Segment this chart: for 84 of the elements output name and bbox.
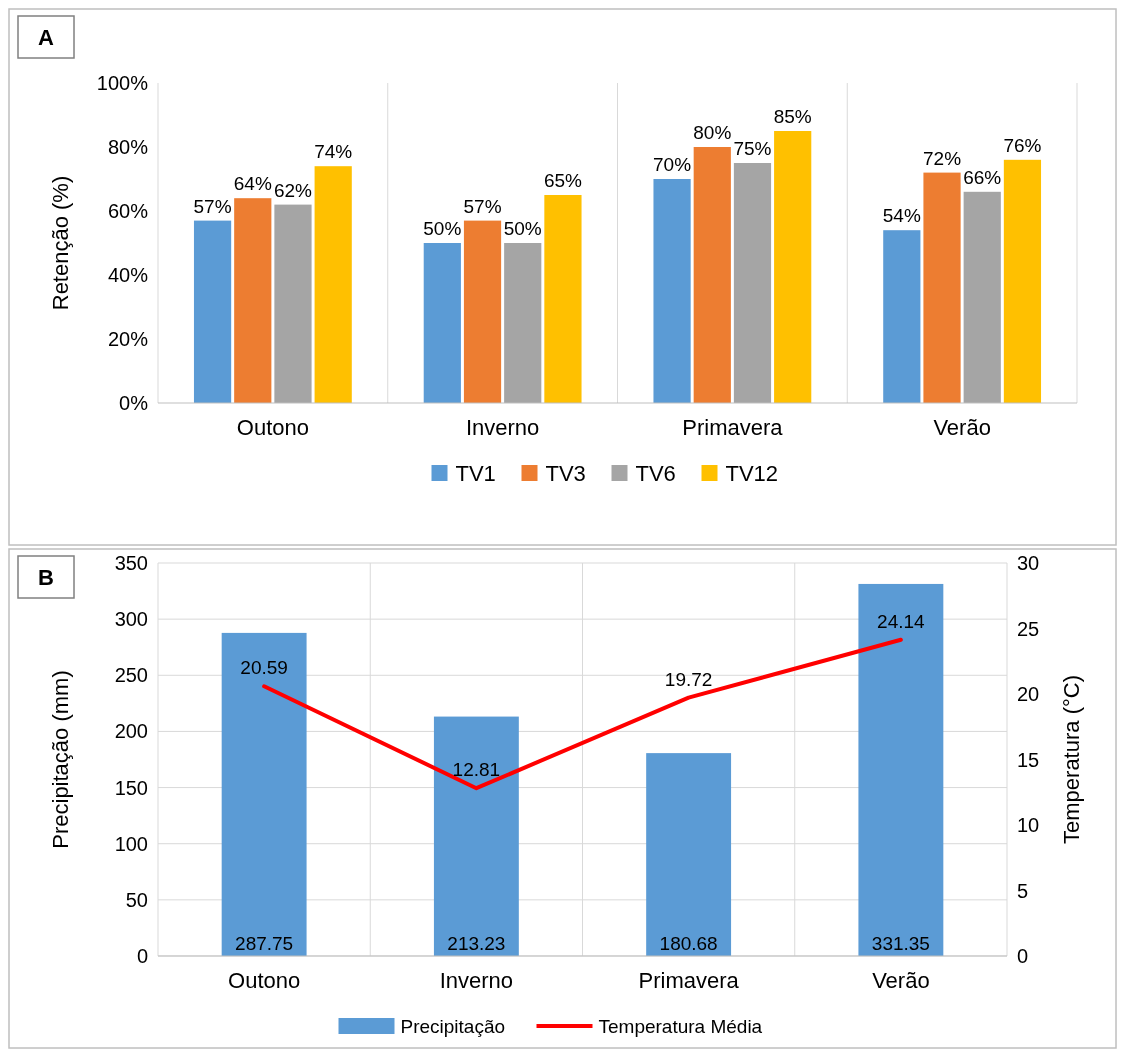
data-label: 74%: [314, 141, 353, 163]
x-tick-label: Outono: [228, 968, 301, 993]
y-axis-title: Retenção (%): [48, 175, 73, 311]
bar: [963, 191, 1001, 403]
y2-tick-label: 10: [1017, 814, 1040, 836]
data-label: 62%: [273, 179, 313, 201]
data-label: 180.68: [659, 933, 718, 954]
x-tick-label: Outono: [236, 415, 309, 440]
data-label: 54%: [882, 205, 921, 227]
data-label: 213.23: [447, 933, 506, 954]
y-tick-label: 150: [114, 776, 148, 799]
legend-label: Temperatura Média: [598, 1015, 763, 1037]
data-label: 57%: [463, 195, 502, 217]
y-tick-label: 80%: [107, 136, 149, 158]
bar: [774, 131, 812, 403]
bar: [733, 163, 772, 403]
x-tick-label: Primavera: [638, 968, 740, 993]
bar: [221, 632, 307, 956]
y-tick-label: 60%: [107, 200, 149, 222]
x-tick-label: Verão: [933, 415, 991, 440]
bar: [423, 243, 461, 403]
text: A: [38, 25, 55, 50]
y2-axis-title: Temperatura (°C): [1059, 675, 1084, 844]
legend-label: TV12: [725, 460, 779, 486]
bar: [193, 220, 232, 403]
y-tick-label: 40%: [107, 264, 149, 286]
legend-label: TV6: [635, 460, 676, 486]
y-tick-label: 250: [114, 664, 148, 687]
data-label: 12.81: [452, 759, 501, 781]
y-tick-label: 100%: [96, 72, 149, 94]
y-tick-label: 100: [114, 832, 148, 855]
bar: [646, 753, 732, 956]
legend-label: TV1: [455, 460, 496, 486]
data-label: 50%: [423, 218, 462, 239]
y-tick-label: 50: [125, 888, 148, 911]
data-label: 72%: [923, 147, 962, 169]
data-label: 65%: [543, 170, 583, 191]
bar: [274, 204, 312, 403]
y2-tick-label: 15: [1017, 748, 1040, 771]
y2-tick-label: 5: [1017, 879, 1029, 902]
y2-tick-label: 25: [1017, 617, 1040, 640]
y-tick-label: 20%: [107, 328, 149, 350]
y2-tick-label: 0: [1017, 945, 1029, 967]
bar: [234, 198, 272, 403]
x-tick-label: Inverno: [439, 968, 514, 993]
y2-tick-label: 30: [1017, 552, 1040, 574]
x-tick-label: Primavera: [682, 415, 784, 440]
legend-label: TV3: [545, 460, 586, 486]
data-label: 66%: [963, 166, 1002, 188]
y-tick-label: 0: [136, 945, 148, 967]
bar: [314, 166, 352, 403]
bar: [693, 147, 731, 403]
bar: [883, 230, 921, 403]
bar: [653, 179, 691, 403]
bar: [463, 220, 502, 403]
y-tick-label: 0%: [119, 392, 149, 414]
data-label: 85%: [773, 106, 812, 127]
data-label: 64%: [233, 173, 272, 195]
data-label: 75%: [733, 138, 772, 159]
data-label: 19.72: [664, 668, 713, 690]
data-label: 76%: [1003, 134, 1042, 156]
data-label: 57%: [193, 195, 232, 217]
bar: [858, 583, 944, 956]
bar: [433, 716, 519, 956]
bar: [923, 172, 961, 403]
data-label: 287.75: [235, 933, 294, 954]
text: B: [38, 565, 54, 590]
data-label: 50%: [503, 218, 542, 239]
y2-tick-label: 20: [1017, 683, 1040, 705]
bar: [504, 243, 542, 403]
y-tick-label: 300: [114, 608, 148, 631]
data-label: 70%: [653, 154, 692, 175]
x-tick-label: Inverno: [465, 415, 540, 440]
legend-label: Precipitação: [400, 1015, 506, 1037]
x-tick-label: Verão: [872, 968, 930, 993]
data-label: 80%: [693, 122, 732, 143]
y-tick-label: 200: [114, 720, 148, 743]
bar: [1003, 159, 1042, 403]
y-tick-label: 350: [114, 552, 148, 574]
bar: [544, 195, 582, 403]
data-label: 331.35: [871, 933, 930, 954]
y-axis-title: Precipitação (mm): [48, 670, 73, 849]
data-label: 24.14: [877, 610, 926, 632]
data-label: 20.59: [240, 657, 288, 679]
